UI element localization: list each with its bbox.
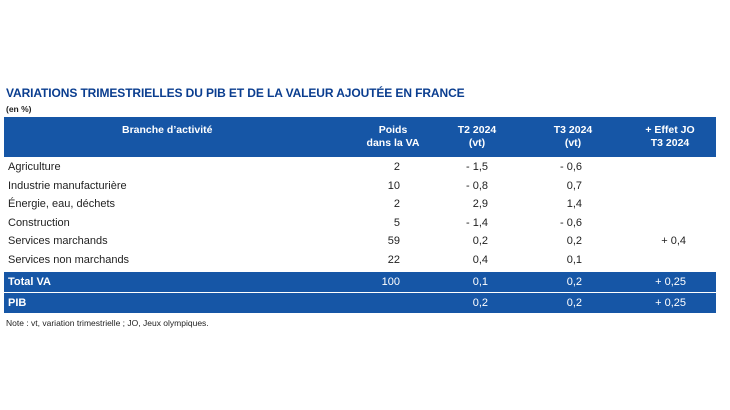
table-row: Énergie, eau, déchets 2 2,9 1,4 (8, 198, 582, 211)
header-t3: T3 2024 (vt) (553, 124, 593, 149)
unit-label: (en %) (6, 104, 32, 114)
total-va-row: Total VA 100 0,1 0,2 + 0,25 (4, 271, 716, 292)
table-body: Agriculture 2 - 1,5 - 0,6 Industrie manu… (4, 157, 716, 272)
header-jo: + Effet JO T3 2024 (645, 124, 695, 149)
pib-row: PIB 0,2 0,2 + 0,25 (4, 292, 716, 313)
row-separator (4, 291, 716, 293)
table-row: Construction 5 - 1,4 - 0,6 (8, 216, 582, 229)
header-poids: Poids dans la VA (366, 124, 420, 149)
table-title: VARIATIONS TRIMESTRIELLES DU PIB ET DE L… (6, 86, 465, 100)
table-row: Industrie manufacturière 10 - 0,8 0,7 (8, 179, 582, 192)
table-row: Services non marchands 22 0,4 0,1 (8, 253, 582, 266)
table-header: Branche d’activité Poids dans la VA T2 2… (4, 117, 716, 157)
header-t2: T2 2024 (vt) (457, 124, 497, 149)
gdp-table: Branche d’activité Poids dans la VA T2 2… (4, 117, 716, 313)
footnote: Note : vt, variation trimestrielle ; JO,… (6, 318, 209, 328)
header-branch: Branche d’activité (122, 124, 213, 136)
table-row: Agriculture 2 - 1,5 - 0,6 (8, 161, 582, 173)
table-row: Services marchands 59 0,2 0,2 + 0,4 (8, 235, 686, 248)
